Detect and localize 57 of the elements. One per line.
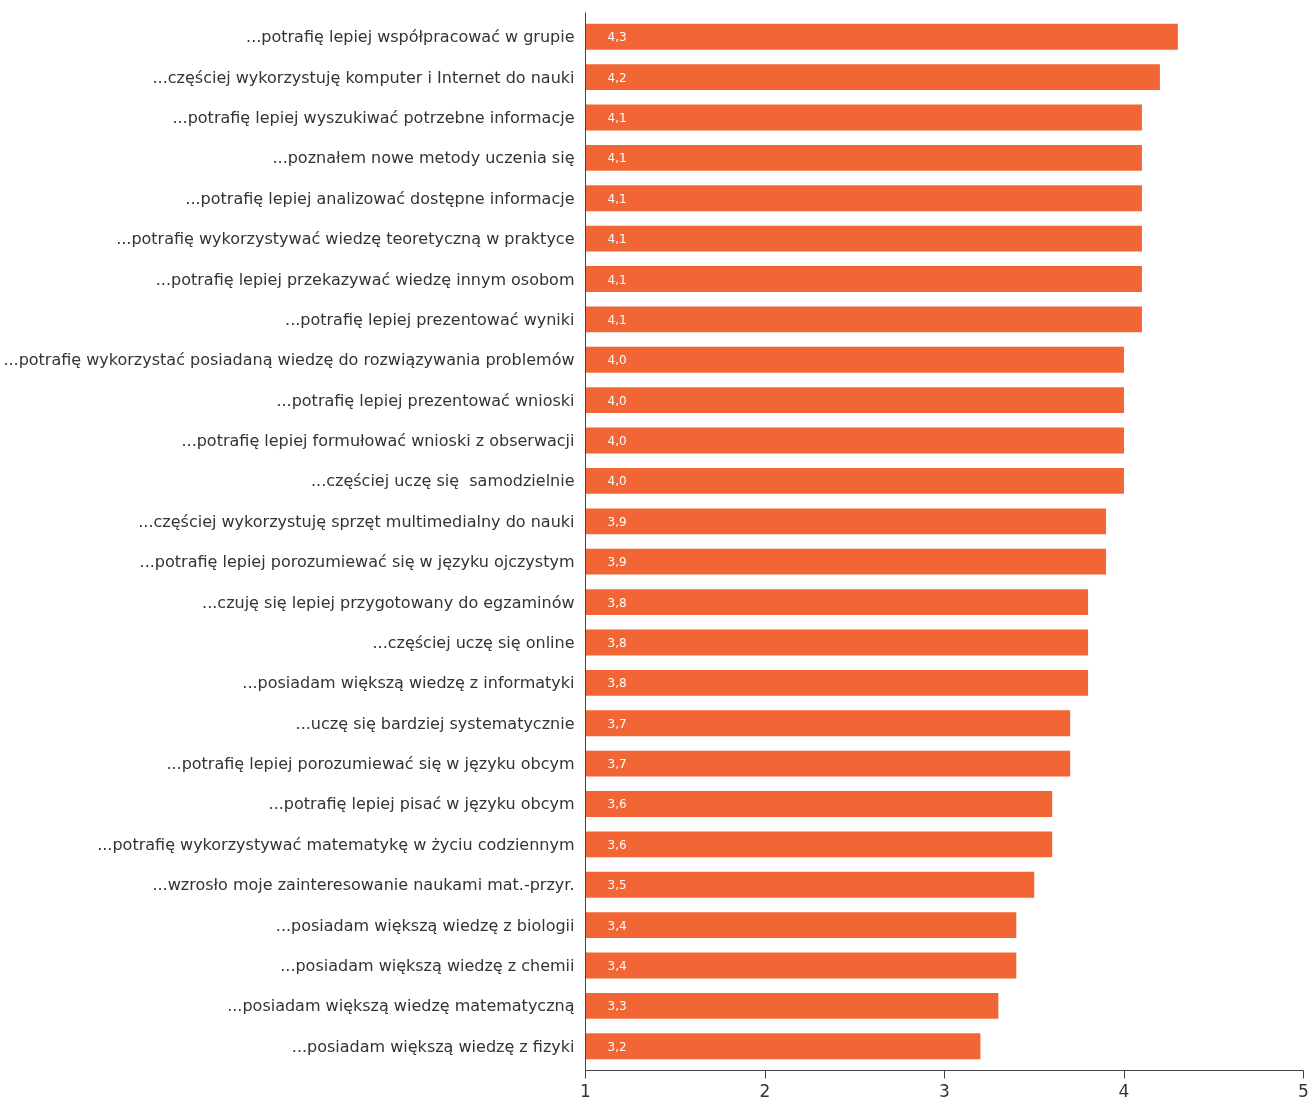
data-label: 4,0 [607,474,627,489]
data-label: 3,4 [607,959,627,974]
y-tick-label: ...częściej uczę się online [372,632,575,652]
y-tick-label: ...poznałem nowe metody uczenia się [272,148,575,168]
y-tick-label: ...potrafię lepiej porozumiewać się w języku obcym [166,754,575,774]
data-label: 3,2 [607,1039,627,1054]
data-label: 3,7 [607,757,627,772]
data-label: 3,5 [607,878,627,893]
data-label: 4,0 [607,434,627,449]
y-tick-label: ...potrafię lepiej przekazywać wiedzę innym osobom [155,269,575,289]
y-tick-label: ...uczę się bardziej systematycznie [295,713,575,733]
y-tick-label: ...potrafię lepiej porozumiewać się w języku ojczystym [139,552,575,572]
data-label: 3,8 [607,635,627,650]
data-label: 3,6 [607,797,627,812]
y-tick-label: ...potrafię lepiej analizować dostępne informacje [185,188,575,208]
y-tick-label: ...częściej wykorzystuję sprzęt multimedialny do nauki [138,511,575,531]
y-tick-label: ...potrafię lepiej współpracować w grupie [246,27,575,47]
y-tick-label: ...posiadam większą wiedzę z informatyki [242,673,575,693]
data-label: 3,3 [607,999,627,1014]
y-tick-label: ...posiadam większą wiedzę z biologii [275,915,575,935]
y-tick-label: ...potrafię wykorzystywać wiedzę teoretyczną w praktyce [116,229,575,249]
data-label: 4,1 [607,312,627,327]
y-tick-label: ...posiadam większą wiedzę z chemii [280,956,575,976]
y-tick-label: ...częściej wykorzystuję komputer i Internet do nauki [152,67,575,87]
data-label: 4,2 [607,70,627,85]
data-label: 4,1 [607,191,627,206]
data-label: 4,1 [607,272,627,287]
y-tick-label: ...wzrosło moje zainteresowanie naukami mat.-przyr. [152,875,575,895]
data-label: 3,4 [607,918,627,933]
y-tick-label: ...potrafię lepiej wyszukiwać potrzebne informacje [172,107,575,127]
x-tick-label: 4 [1118,1080,1130,1101]
data-label: 4,0 [607,353,627,368]
data-label: 3,8 [607,595,627,610]
y-tick-label: ...czuję się lepiej przygotowany do egzaminów [202,592,575,612]
y-tick-label: ...posiadam większą wiedzę z fizyki [291,1036,575,1056]
y-tick-label: ...potrafię lepiej prezentować wyniki [285,309,575,329]
y-tick-label: ...potrafię wykorzystywać matematykę w życiu codziennym [97,834,575,854]
x-tick-label: 3 [939,1080,950,1101]
data-label: 3,7 [607,716,627,731]
y-tick-label: ...potrafię lepiej formułować wnioski z obserwacji [181,431,575,451]
data-label: 4,3 [607,30,627,45]
y-tick-label: ...posiadam większą wiedzę matematyczną [227,996,575,1016]
y-tick-label: ...potrafię wykorzystać posiadaną wiedzę do rozwiązywania problemów [3,350,575,370]
y-tick-label: ...częściej uczę się samodzielnie [310,471,575,491]
y-tick-label: ...potrafię lepiej prezentować wnioski [276,390,575,410]
y-tick-label: ...potrafię lepiej pisać w języku obcym [268,794,575,814]
data-label: 3,9 [607,514,627,529]
x-tick-label: 1 [580,1080,591,1101]
x-tick-label: 2 [759,1080,771,1101]
data-label: 3,8 [607,676,627,691]
data-label: 3,9 [607,555,627,570]
data-label: 4,1 [607,232,627,247]
data-label: 4,1 [607,151,627,166]
data-label: 3,6 [607,837,627,852]
data-label: 4,1 [607,110,627,125]
data-label: 4,0 [607,393,627,408]
x-tick-label: 5 [1298,1080,1309,1101]
